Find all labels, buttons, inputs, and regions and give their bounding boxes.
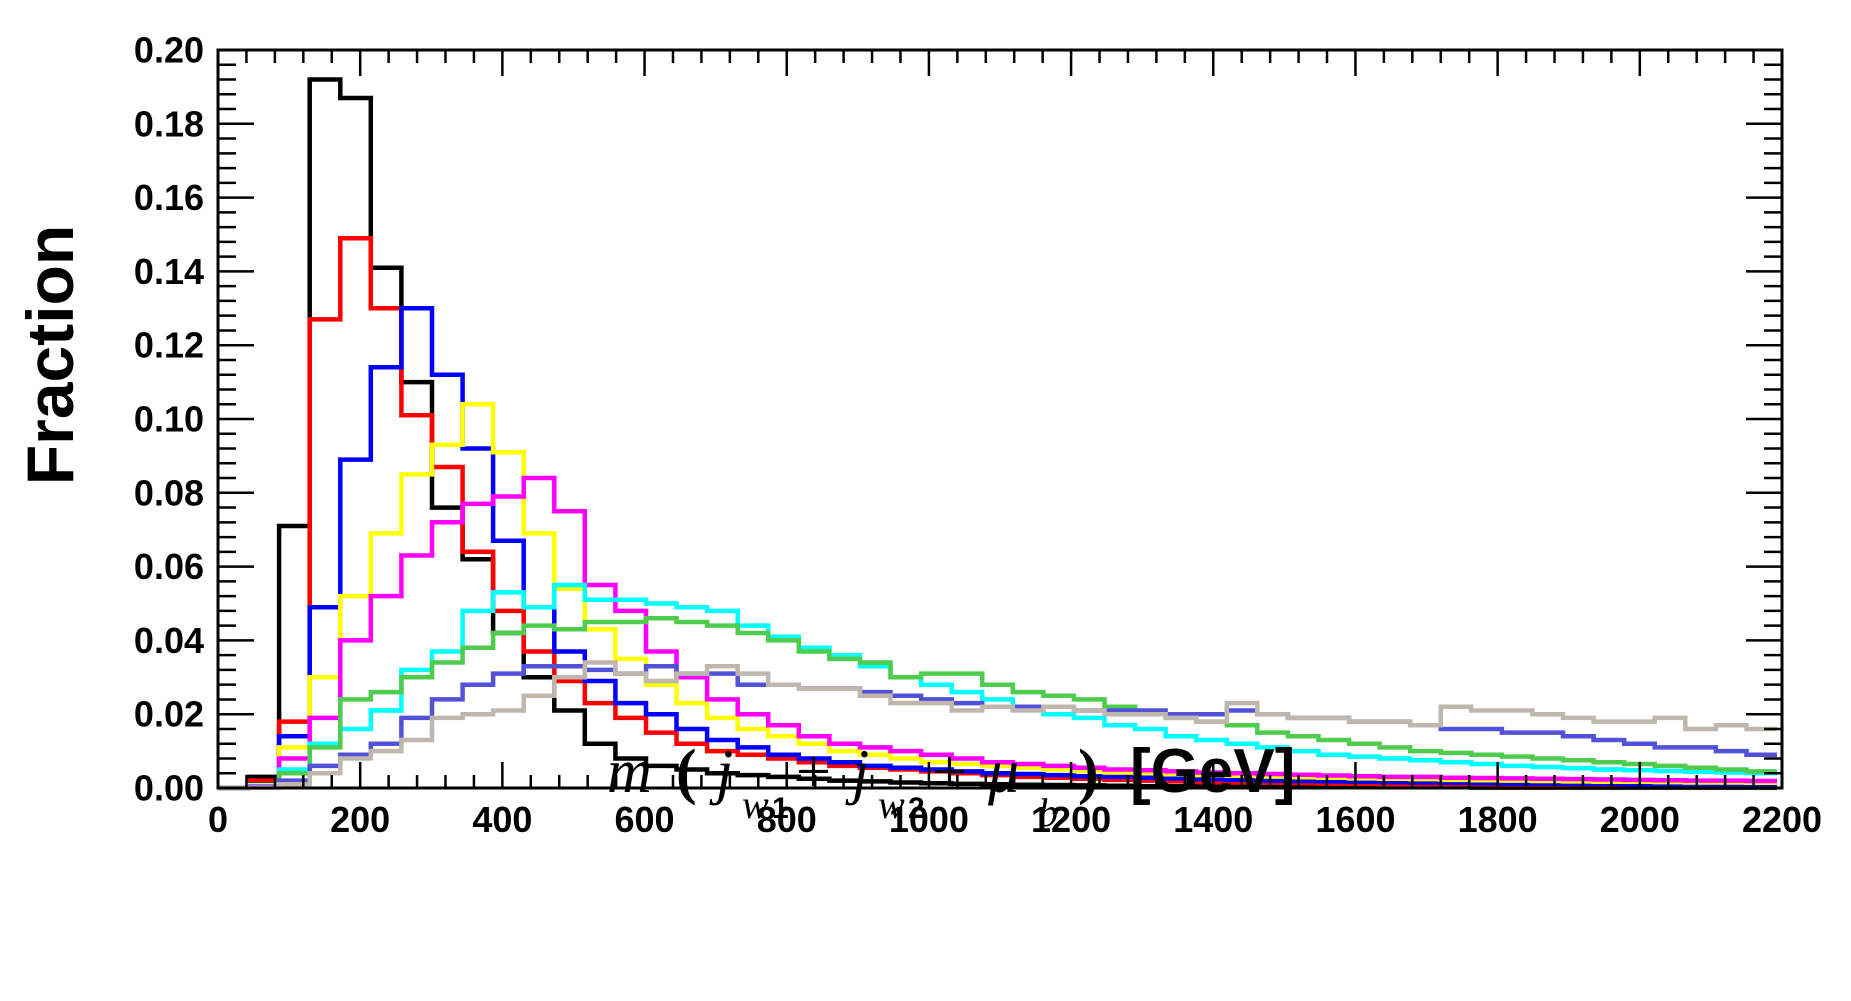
series-magenta [218,475,1777,791]
series-green [218,616,1777,791]
x-tick-label: 1400 [1173,799,1253,840]
y-tick-label: 0.18 [134,103,204,144]
labels-layer: 0 200 400 600 800 1000 1200 1400 1600 1800 2000 220… [134,30,1822,841]
y-tick-label: 0.00 [134,768,204,809]
x-axis-title-sub3: b [1038,790,1058,835]
x-axis-title-plus1: + [796,738,831,806]
y-tick-label: 0.06 [134,546,204,587]
plot-frame [216,48,1784,790]
x-axis-title-m: m [607,738,652,806]
x-tick-label: 800 [757,799,817,840]
ticks-layer [216,48,1784,790]
y-tick-label: 0.12 [134,325,204,366]
series-gray [218,660,1777,791]
x-axis-title-sub1-n: 1 [772,792,789,825]
x-tick-label: 0 [208,799,228,840]
x-tick-label: 2000 [1600,799,1680,840]
y-tick-label: 0.16 [134,177,204,218]
y-axis-title: Fraction [13,225,87,485]
y-tick-label: 0.02 [134,694,204,735]
x-axis-title-sub2-w: w [878,782,905,827]
series-cyan [218,582,1777,791]
x-tick-label: 2200 [1742,799,1822,840]
series-yellow [218,401,1777,791]
x-axis-title-plus2: + [932,738,967,806]
x-axis-title-sub2-n: 2 [908,792,925,825]
y-tick-label: 0.20 [134,30,204,71]
y-tick-label: 0.14 [134,251,204,292]
x-axis-title-unit: [GeV] [1130,737,1295,806]
x-tick-label: 1200 [1031,799,1111,840]
y-tick-label: 0.08 [134,472,204,513]
x-axis-title-open-paren: ( [676,738,697,806]
x-axis-title: m ( j w 1 + j w 2 + μ b ) [GeV] [607,737,1295,835]
y-tick-label: 0.10 [134,399,204,440]
x-axis-title-sub1-w: w [742,782,769,827]
x-tick-label: 1800 [1458,799,1538,840]
x-tick-label: 600 [615,799,675,840]
x-tick-label: 1600 [1315,799,1395,840]
x-tick-label: 1000 [889,799,969,840]
x-tick-label: 400 [472,799,532,840]
x-axis-title-mu: μ [987,738,1019,806]
x-tick-label: 200 [330,799,390,840]
x-axis-title-close-paren: ) [1078,738,1099,806]
x-axis-title-j2: j [845,738,869,806]
frame-layer [216,48,1784,790]
y-tick-label: 0.04 [134,620,204,661]
series-layer [218,77,1777,791]
series-black [218,77,1777,791]
